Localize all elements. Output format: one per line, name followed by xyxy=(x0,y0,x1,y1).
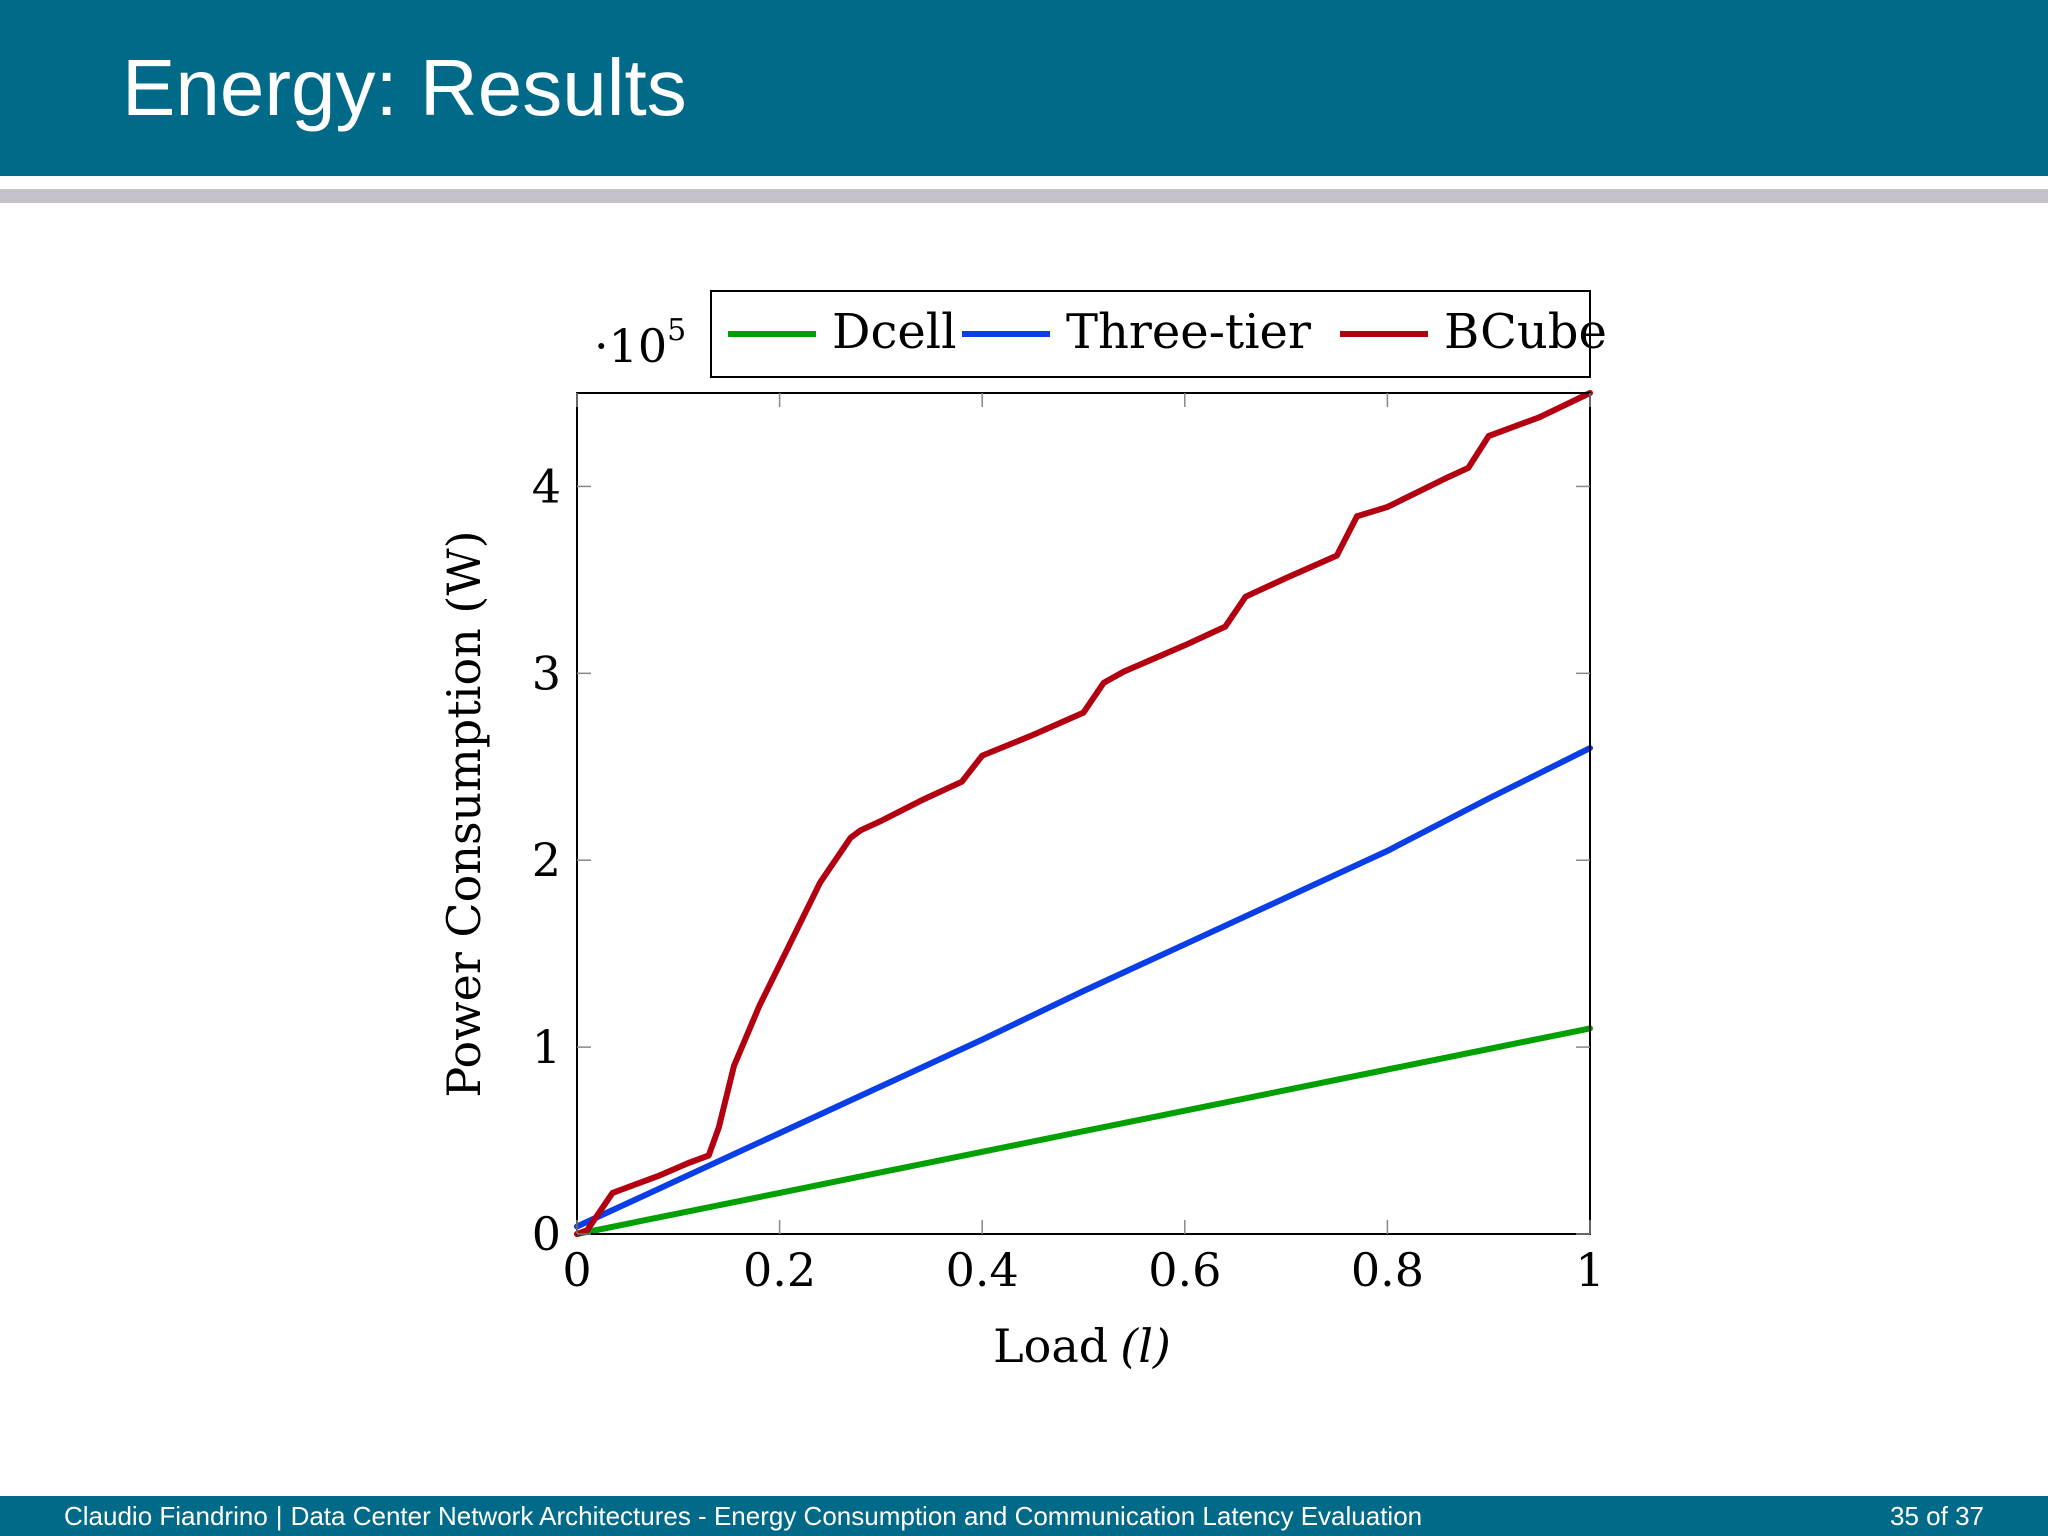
y-axis-multiplier-exponent: 5 xyxy=(667,313,686,348)
y-tick-label: 4 xyxy=(532,459,561,513)
legend-label-bcube: BCube xyxy=(1444,304,1607,360)
x-tick-label: 0.4 xyxy=(946,1243,1019,1297)
y-tick-label: 2 xyxy=(532,833,561,887)
y-tick-label: 1 xyxy=(532,1020,561,1074)
x-tick-label: 0.8 xyxy=(1351,1243,1424,1297)
x-axis-label-symbol: (l) xyxy=(1120,1319,1171,1373)
slide-footer: Claudio Fiandrino | Data Center Network Ar… xyxy=(0,1496,2048,1536)
y-axis-multiplier-base: ·10 xyxy=(594,319,667,373)
series-line-bcube xyxy=(574,390,1593,1237)
footer-separator: | xyxy=(275,1501,283,1531)
x-tick-label: 0 xyxy=(562,1243,591,1297)
page-current: 35 xyxy=(1890,1501,1919,1531)
x-axis-label: Load (l) xyxy=(993,1319,1171,1373)
legend-label-dcell: Dcell xyxy=(832,304,956,360)
slide-title: Energy: Results xyxy=(122,43,687,132)
y-tick-label: 0 xyxy=(532,1207,561,1261)
legend: Dcell Three-tier BCube xyxy=(710,290,1607,378)
x-axis-label-text: Load xyxy=(993,1319,1108,1373)
header-divider xyxy=(0,189,2048,203)
slide-header: Energy: Results xyxy=(0,0,2048,176)
footer-subject: Data Center Network Architectures - Ener… xyxy=(290,1501,1423,1531)
page-total: 37 xyxy=(1955,1501,1984,1531)
x-tick-label: 0.6 xyxy=(1148,1243,1221,1297)
series-layer xyxy=(574,390,1593,1237)
x-tick-label: 0.2 xyxy=(743,1243,816,1297)
plot-frame xyxy=(576,392,1591,1235)
legend-box xyxy=(710,290,1591,378)
page-number: 35 of 37 xyxy=(1890,1500,1984,1532)
y-axis-multiplier: ·105 xyxy=(594,313,686,373)
series-line-three-tier xyxy=(574,745,1593,1230)
tick-layer: 0 0.2 0.4 0.6 0.8 1 0 1 2 3 4 xyxy=(532,393,1605,1297)
y-tick-label: 3 xyxy=(532,646,561,700)
x-tick-label: 1 xyxy=(1575,1243,1604,1297)
y-axis-label: Power Consumption (W) xyxy=(437,530,491,1097)
series-line-dcell xyxy=(574,1025,1593,1237)
footer-author: Claudio Fiandrino xyxy=(64,1501,268,1531)
page-of: of xyxy=(1926,1501,1948,1531)
legend-label-three-tier: Three-tier xyxy=(1066,304,1311,360)
legend-items: Dcell Three-tier BCube xyxy=(728,304,1607,360)
footer-info: Claudio Fiandrino | Data Center Network Ar… xyxy=(64,1500,1422,1532)
power-consumption-chart: 0 0.2 0.4 0.6 0.8 1 0 1 2 3 4 ·105 Load (l) Power C… xyxy=(437,290,1607,1373)
